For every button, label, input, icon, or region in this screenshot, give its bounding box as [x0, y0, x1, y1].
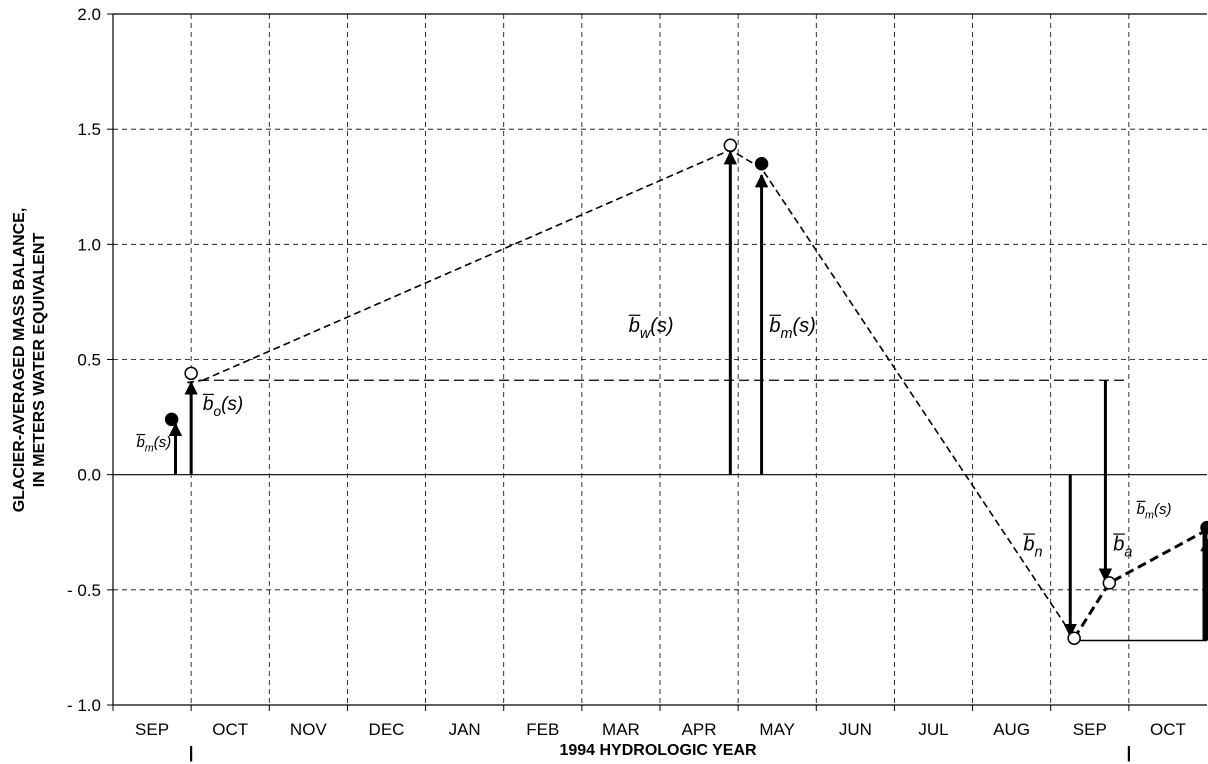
axes: 2.0 1.5 1.0 0.5 0.0 - 0.5 - 1.0 SEP OCT NOV DEC JAN…	[67, 5, 1207, 762]
balance-label: bm(s)	[1137, 501, 1172, 522]
estimated-point	[1102, 576, 1117, 590]
y-tick-label: 2.0	[77, 5, 101, 24]
balance-label: ba	[1113, 534, 1132, 561]
y-axis-title-line1: GLACIER-AVERAGED MASS BALANCE,	[11, 208, 28, 513]
balance-label: bo(s)	[203, 394, 243, 419]
year-marker: |	[1126, 743, 1131, 762]
y-tick-label: 0.5	[77, 351, 101, 370]
month-label: MAR	[602, 720, 640, 739]
month-label: JAN	[449, 720, 481, 739]
y-tick-label: 1.0	[77, 235, 101, 254]
balance-label: bm(s)	[136, 434, 171, 455]
estimated-point	[723, 138, 738, 153]
month-label: SEP	[1073, 720, 1107, 739]
month-label: JUN	[839, 720, 872, 739]
y-tick-label: - 1.0	[67, 696, 101, 715]
estimated-point	[1067, 631, 1081, 645]
y-tick-label: 1.5	[77, 120, 101, 139]
measured-point	[754, 156, 769, 171]
grid	[113, 14, 1207, 705]
balance-curve-start	[187, 379, 203, 384]
month-label: FEB	[526, 720, 559, 739]
balance-curve	[202, 149, 1075, 639]
balance-label: bw(s)	[629, 315, 674, 342]
balance-label: bm(s)	[769, 315, 815, 342]
arrows	[168, 150, 1208, 641]
month-label: APR	[682, 720, 717, 739]
month-label: AUG	[993, 720, 1030, 739]
x-axis-title: 1994 HYDROLOGIC YEAR	[559, 742, 757, 759]
end-curve	[1072, 528, 1208, 640]
y-axis-title-line2: IN METERS WATER EQUIVALENT	[31, 233, 48, 488]
month-label: OCT	[1150, 720, 1186, 739]
y-tick-label: - 0.5	[67, 581, 101, 600]
month-label: MAY	[759, 720, 795, 739]
curves	[187, 149, 1208, 642]
month-label: OCT	[212, 720, 248, 739]
month-label: JUL	[918, 720, 948, 739]
month-label: NOV	[290, 720, 328, 739]
y-tick-label: 0.0	[77, 466, 101, 485]
measured-point	[164, 412, 179, 427]
month-label: DEC	[369, 720, 405, 739]
measured-point	[1200, 520, 1208, 535]
estimated-point	[184, 366, 198, 381]
points	[164, 138, 1208, 645]
year-marker: |	[189, 743, 194, 762]
month-label: SEP	[135, 720, 169, 739]
balance-label: bn	[1023, 534, 1042, 561]
